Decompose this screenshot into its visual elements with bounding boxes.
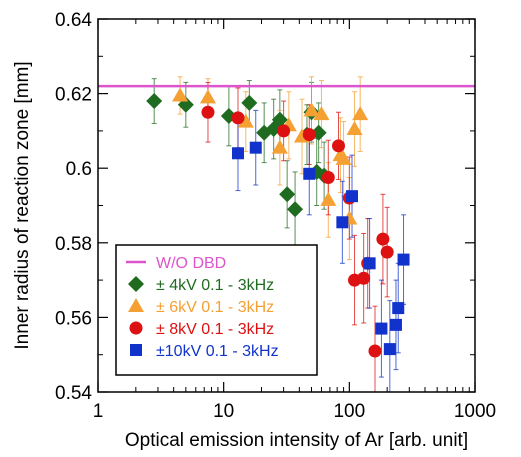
x-tick-label: 10 [213,401,234,422]
data-point-circle [231,111,245,125]
data-point-circle [277,124,291,138]
x-tick-label: 100 [333,401,365,422]
legend-marker-triangle [128,298,144,312]
data-point-circle [302,128,316,142]
x-tick-label: 1 [93,401,104,422]
data-point-square [249,141,262,154]
y-tick-label: 0.58 [55,234,92,255]
legend-marker-circle [129,321,143,335]
data-point-circle [380,245,394,259]
y-tick-label: 0.64 [55,10,92,31]
y-tick-label: 0.62 [55,85,92,106]
axis-ticks [97,18,476,393]
legend-items: ± 4kV 0.1 - 3kHz ± 6kV 0.1 - 3kHz ± 8kV 0.… [128,276,279,360]
y-axis-title: Inner radius of reaction zone [mm] [12,61,33,349]
tick-labels: 1 10 100 1000 0.54 0.56 0.58 0.6 0.62 0.64 [55,10,496,422]
legend-label: ± 4kV 0.1 - 3kHz [156,277,274,294]
legend-label: ± 8kV 0.1 - 3kHz [156,321,274,338]
data-point-triangle [237,113,254,128]
legend-marker-diamond [128,276,144,292]
legend-marker-square [130,344,142,356]
data-point-square [336,216,349,229]
data-point-circle [357,271,371,285]
data-markers [146,87,410,358]
data-point-circle [332,139,346,153]
data-point-triangle [172,87,189,102]
data-point-square [397,253,410,266]
data-point-circle [376,232,390,246]
data-point-square [389,318,402,331]
data-point-diamond [271,111,288,128]
data-point-square [345,190,358,203]
x-axis-title: Optical emission intensity of Ar [arb. u… [125,430,468,451]
data-point-triangle [346,121,363,136]
data-point-square [392,302,405,315]
data-point-square [303,167,316,180]
legend-label-wo-dbd: W/O DBD [156,255,226,272]
data-point-square [383,343,396,356]
data-point-square [363,257,376,270]
data-point-square [375,322,388,335]
data-point-triangle [199,89,216,104]
y-tick-label: 0.6 [66,159,92,180]
legend: W/O DBD ± 4kV 0.1 - 3kHz ± 6kV 0.1 - 3kHz… [115,244,318,376]
data-point-triangle [335,150,352,165]
data-point-square [231,147,244,160]
legend-label: ± 6kV 0.1 - 3kHz [156,299,274,316]
data-point-diamond [287,201,304,218]
data-point-triangle [313,106,330,121]
data-point-triangle [303,102,320,117]
data-point-triangle [271,139,288,154]
data-point-diamond [146,93,163,110]
data-point-circle [201,105,215,119]
y-tick-label: 0.56 [55,308,92,329]
legend-box [115,244,318,376]
data-point-circle [368,344,382,358]
y-tick-label: 0.54 [55,383,92,404]
legend-label: ±10kV 0.1 - 3kHz [156,343,279,360]
data-point-triangle [352,106,369,121]
data-point-triangle [320,191,337,206]
data-point-diamond [241,94,258,111]
data-point-diamond [279,186,296,203]
data-point-circle [321,171,335,185]
x-tick-label: 1000 [454,401,496,422]
